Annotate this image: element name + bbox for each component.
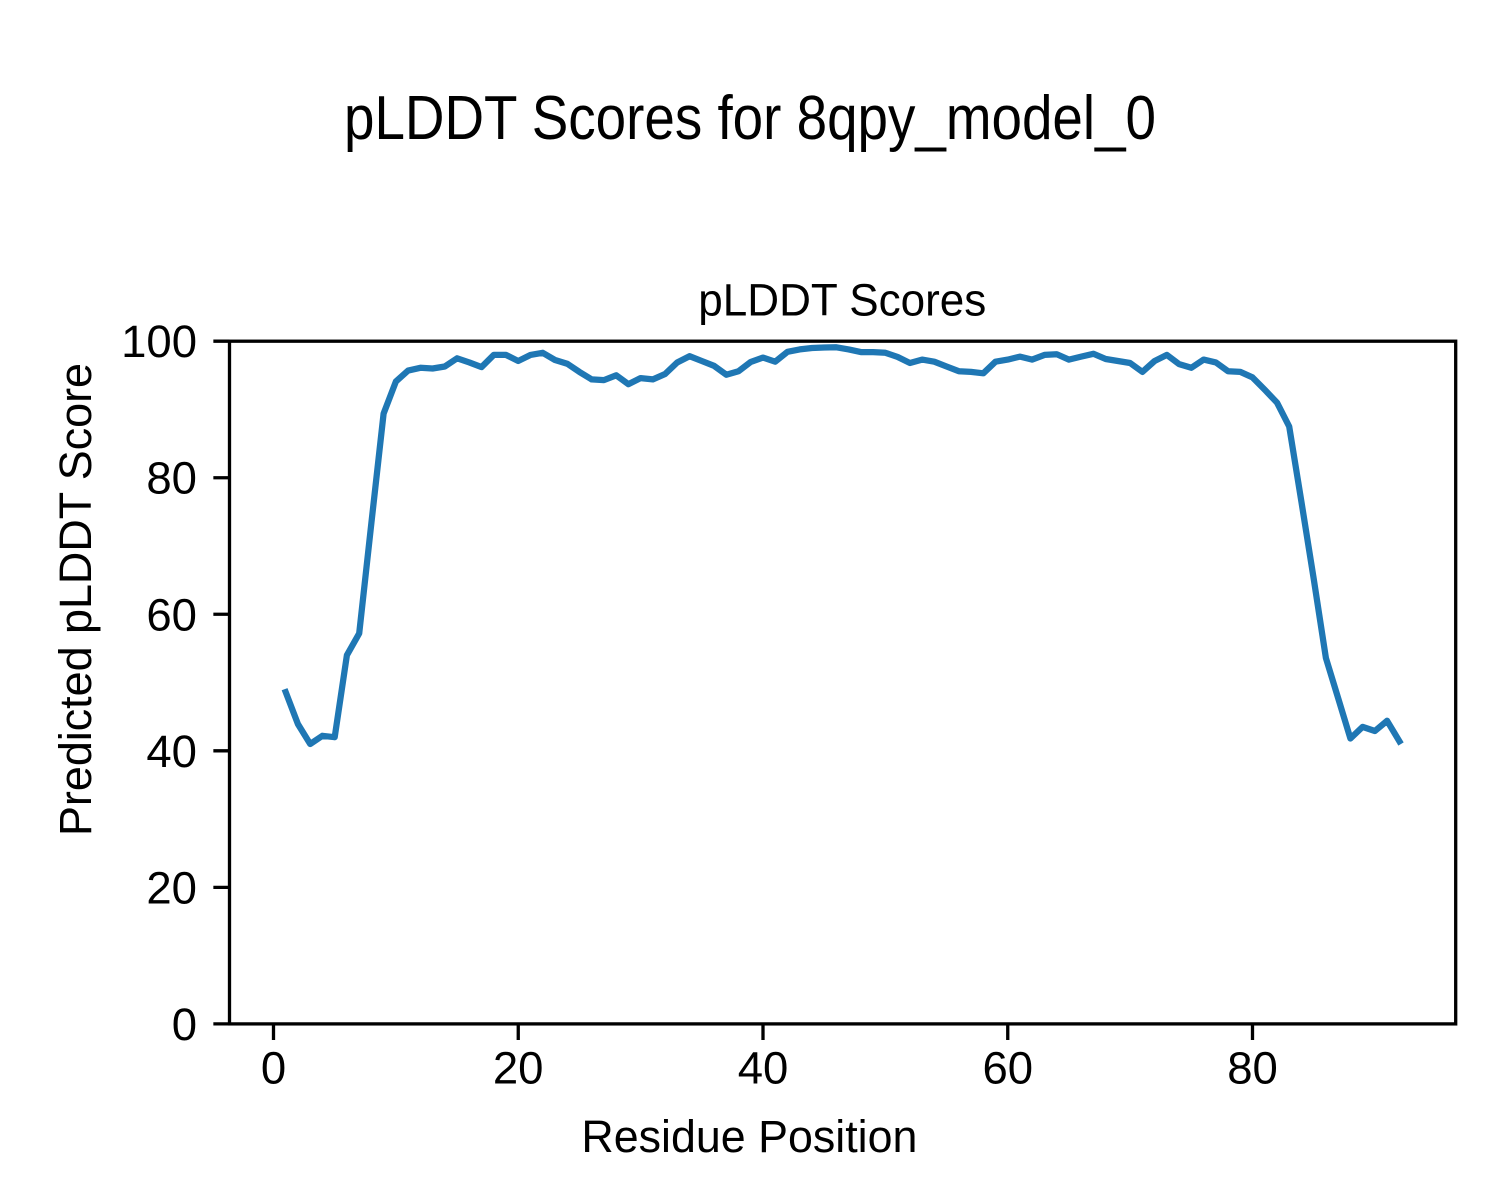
svg-text:0: 0 <box>261 1043 286 1094</box>
svg-text:40: 40 <box>146 726 197 777</box>
svg-text:80: 80 <box>146 453 197 504</box>
svg-text:Residue Position: Residue Position <box>581 1111 917 1162</box>
svg-text:100: 100 <box>121 316 197 367</box>
svg-text:20: 20 <box>146 862 197 913</box>
svg-text:pLDDT Scores for 8qpy_model_0: pLDDT Scores for 8qpy_model_0 <box>344 84 1156 153</box>
svg-text:Predicted pLDDT Score: Predicted pLDDT Score <box>50 363 101 836</box>
svg-text:20: 20 <box>493 1043 544 1094</box>
svg-text:0: 0 <box>172 999 197 1050</box>
svg-text:80: 80 <box>1227 1043 1278 1094</box>
svg-text:60: 60 <box>982 1043 1033 1094</box>
svg-text:40: 40 <box>738 1043 789 1094</box>
svg-text:60: 60 <box>146 589 197 640</box>
svg-text:pLDDT Scores: pLDDT Scores <box>698 275 986 326</box>
